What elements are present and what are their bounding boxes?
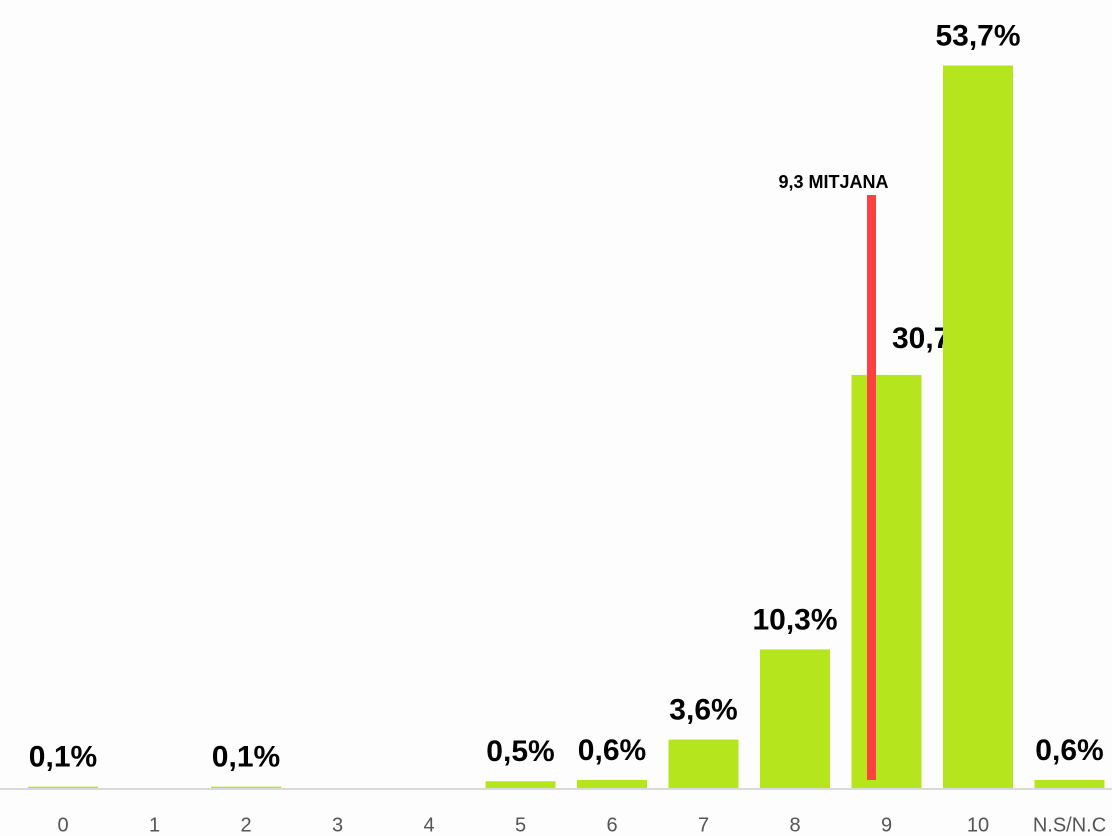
x-tick-label: 0 [57,814,68,836]
x-tick-label: 6 [606,814,617,836]
value-label: 0,1% [212,741,280,774]
value-label: 10,3% [752,603,837,636]
x-tick-label: 5 [515,814,526,836]
value-label: 0,5% [486,735,554,768]
x-tick-label: 7 [698,814,709,836]
bar [28,786,98,788]
x-tick-label: 1 [149,814,160,836]
bar [851,374,922,788]
x-tick-label: 9 [881,814,892,836]
x-tick-label: 4 [423,814,434,836]
bar [577,779,647,788]
x-tick-label: 8 [789,814,800,836]
value-label: 53,7% [935,19,1020,52]
x-tick-label: 2 [240,814,251,836]
mean-label: 9,3 MITJANA [778,172,888,192]
value-label: 3,6% [669,693,737,726]
value-label: 0,6% [1035,734,1103,767]
x-tick-label: 10 [967,814,989,836]
bar [760,649,830,788]
bar [1034,779,1105,788]
value-label: 0,6% [578,734,646,767]
bar [943,65,1013,788]
value-label: 0,1% [29,741,97,774]
bar [485,781,556,788]
bar [211,786,281,788]
x-tick-label: 3 [332,814,343,836]
bar [668,739,739,788]
x-tick-label: N.S/N.C [1033,814,1106,836]
